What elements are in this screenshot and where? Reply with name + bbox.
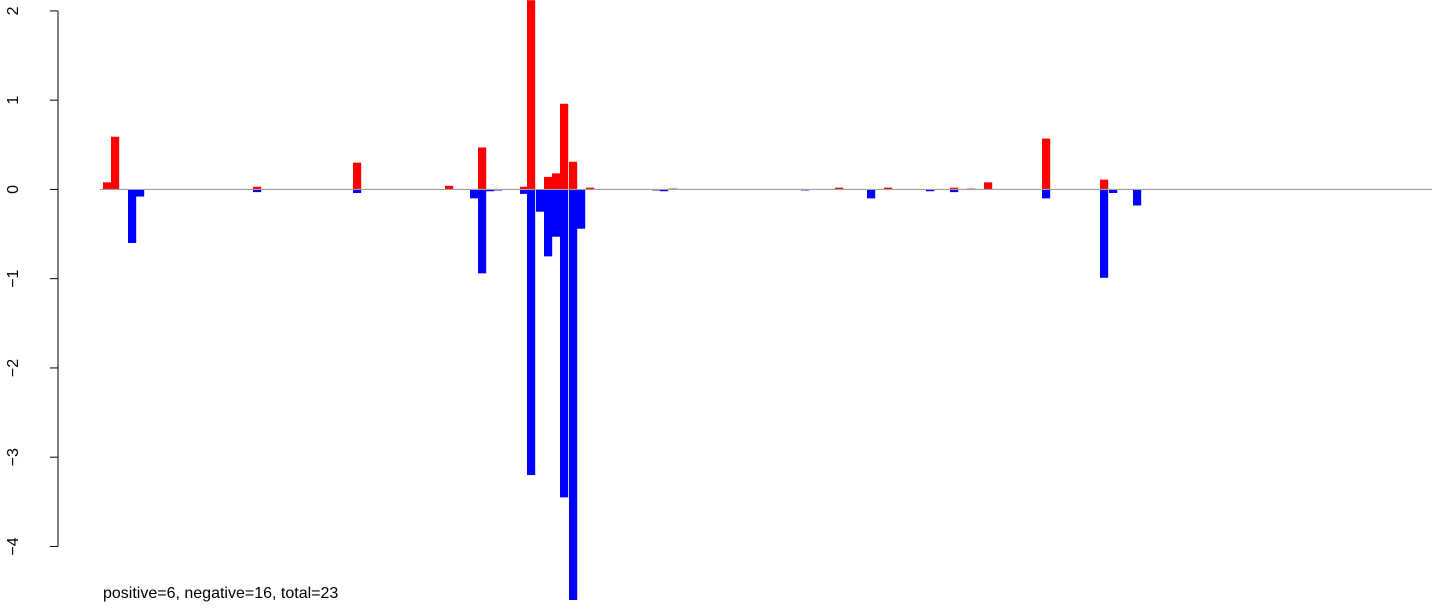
summary-footnote: positive=6, negative=16, total=23 (103, 585, 339, 602)
positive-bar (111, 136, 120, 190)
negative-bar (660, 189, 669, 192)
y-axis: −4 −3 −2 −1 0 1 2 (5, 6, 59, 556)
positive-bar (984, 182, 993, 190)
bars (103, 0, 1142, 600)
negative-bar (544, 189, 553, 257)
positive-bar (884, 187, 893, 190)
y-tick-label: −3 (5, 448, 22, 466)
positive-bar (544, 176, 553, 190)
negative-bar (478, 189, 487, 274)
y-tick-label: 0 (5, 185, 22, 194)
y-tick-label: −1 (5, 269, 22, 287)
negative-bar (520, 189, 529, 194)
positive-bar (569, 161, 578, 190)
positive-bar (586, 187, 595, 190)
negative-bar (867, 189, 876, 199)
positive-bar (478, 147, 487, 190)
positive-bar (552, 173, 561, 190)
negative-bar (1042, 189, 1051, 199)
negative-bar (926, 189, 935, 192)
positive-bar (103, 182, 112, 190)
y-tick-label: −2 (5, 359, 22, 377)
negative-bar (136, 189, 145, 197)
positive-bar (560, 103, 569, 190)
positive-bar (527, 0, 536, 190)
y-tick-label: −4 (5, 537, 22, 555)
positive-bar (835, 187, 844, 190)
positive-bar (353, 162, 362, 190)
positive-bar (1042, 138, 1051, 190)
negative-bar (950, 189, 959, 193)
negative-bar (536, 189, 545, 212)
negative-bar (470, 189, 479, 199)
positive-bar (520, 186, 529, 190)
negative-bar (569, 189, 578, 600)
y-tick-label: 2 (5, 6, 22, 15)
negative-bar (1100, 189, 1109, 278)
negative-bar (1109, 189, 1118, 193)
negative-bar (577, 189, 586, 229)
negative-bar (1133, 189, 1142, 206)
positive-bar (253, 186, 262, 190)
positive-bar (445, 185, 454, 190)
negative-bar (128, 189, 137, 243)
negative-bar (353, 189, 362, 193)
negative-bar (527, 189, 536, 476)
y-tick-label: 1 (5, 96, 22, 105)
negative-bar (560, 189, 569, 498)
negative-bar (552, 189, 561, 237)
positive-bar (950, 187, 959, 190)
negative-bar (253, 189, 262, 193)
negative-bar (486, 189, 495, 192)
positive-bar (1100, 179, 1109, 190)
